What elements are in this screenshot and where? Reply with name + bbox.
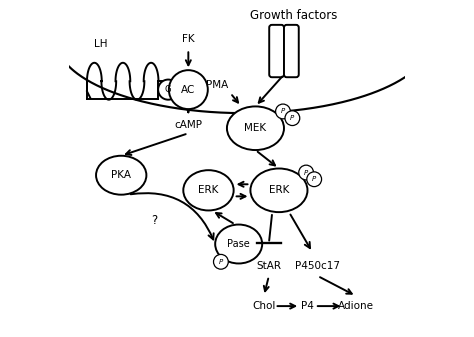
Text: P: P	[219, 259, 223, 265]
Text: P4: P4	[301, 301, 314, 311]
Circle shape	[299, 165, 313, 180]
Ellipse shape	[158, 80, 178, 100]
Ellipse shape	[183, 170, 234, 210]
Circle shape	[275, 104, 291, 119]
Text: FK: FK	[182, 34, 195, 44]
Text: PMA: PMA	[206, 80, 228, 90]
Text: P450c17: P450c17	[295, 261, 340, 271]
Text: P: P	[290, 115, 294, 121]
FancyBboxPatch shape	[269, 25, 284, 77]
Text: MEK: MEK	[245, 123, 266, 133]
Ellipse shape	[96, 156, 146, 195]
Text: P: P	[281, 109, 285, 115]
Text: StAR: StAR	[256, 261, 282, 271]
Text: AC: AC	[181, 85, 195, 95]
Ellipse shape	[169, 70, 208, 109]
Text: Adione: Adione	[338, 301, 374, 311]
Text: ERK: ERK	[198, 185, 219, 195]
Text: LH: LH	[94, 39, 108, 49]
Text: ERK: ERK	[269, 185, 289, 195]
Ellipse shape	[250, 168, 308, 212]
Text: Pase: Pase	[228, 239, 250, 249]
Circle shape	[213, 254, 228, 269]
Text: cAMP: cAMP	[174, 120, 202, 130]
Text: ?: ?	[152, 214, 158, 227]
Ellipse shape	[215, 224, 262, 264]
Circle shape	[307, 172, 321, 187]
Text: PKA: PKA	[111, 170, 131, 180]
Circle shape	[285, 111, 300, 126]
Text: Chol: Chol	[252, 301, 275, 311]
Ellipse shape	[227, 106, 284, 150]
Text: P: P	[312, 176, 316, 182]
FancyBboxPatch shape	[284, 25, 299, 77]
Text: P: P	[304, 170, 308, 176]
Text: G: G	[165, 85, 172, 94]
Text: Growth factors: Growth factors	[250, 9, 338, 22]
